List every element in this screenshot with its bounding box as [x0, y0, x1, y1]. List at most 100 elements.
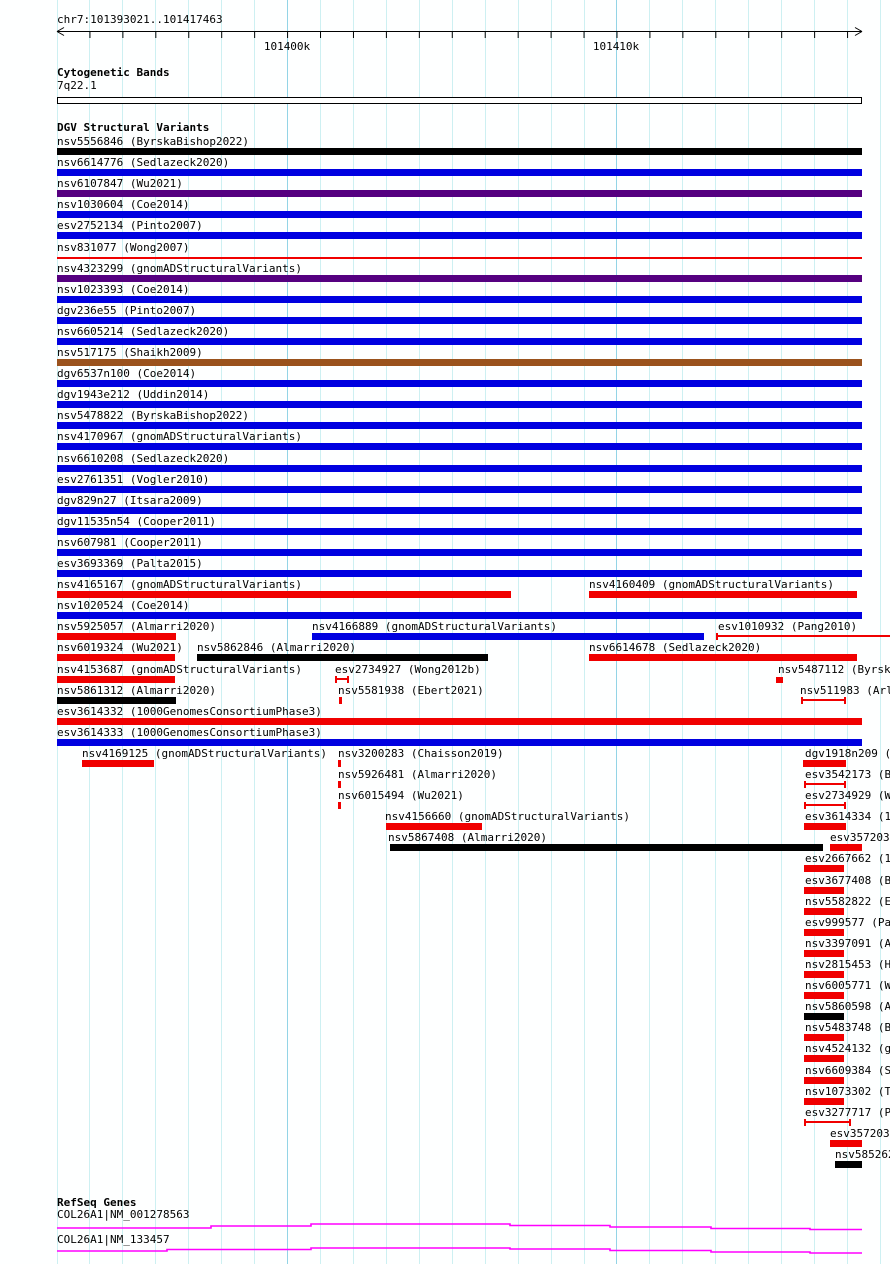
variant-label[interactable]: dgv11535n54 (Cooper2011) [57, 515, 216, 528]
variant-bar[interactable] [312, 633, 704, 640]
variant-label[interactable]: nsv6019324 (Wu2021) [57, 641, 183, 654]
variant-label[interactable]: esv2734929 (Wo [805, 789, 890, 802]
variant-label[interactable]: esv3277717 (Pa [805, 1106, 890, 1119]
variant-bar[interactable] [57, 697, 176, 704]
variant-bar[interactable] [803, 760, 846, 767]
variant-bar[interactable] [335, 676, 349, 683]
variant-bar[interactable] [57, 422, 862, 429]
variant-bar[interactable] [804, 971, 844, 978]
variant-bar[interactable] [57, 654, 175, 661]
variant-bar[interactable] [57, 401, 862, 408]
variant-bar[interactable] [804, 1119, 851, 1126]
variant-label[interactable]: nsv5852624 [835, 1148, 890, 1161]
variant-label[interactable]: nsv5867408 (Almarri2020) [388, 831, 547, 844]
variant-label[interactable]: nsv5487112 (ByrskaB [778, 663, 890, 676]
variant-bar[interactable] [804, 1098, 844, 1105]
variant-label[interactable]: esv1010932 (Pang2010) [718, 620, 858, 633]
variant-bar[interactable] [57, 338, 862, 345]
variant-bar[interactable] [339, 697, 342, 704]
variant-bar[interactable] [57, 549, 862, 556]
variant-bar[interactable] [804, 781, 846, 788]
variant-bar[interactable] [804, 929, 844, 936]
variant-bar[interactable] [57, 443, 862, 450]
variant-label[interactable]: dgv6537n100 (Coe2014) [57, 367, 197, 380]
variant-label[interactable]: nsv4524132 (gn [805, 1042, 890, 1055]
variant-label[interactable]: nsv3200283 (Chaisson2019) [338, 747, 504, 760]
variant-label[interactable]: esv3693369 (Palta2015) [57, 557, 203, 570]
variant-bar[interactable] [804, 908, 844, 915]
variant-bar[interactable] [57, 380, 862, 387]
variant-bar[interactable] [804, 992, 844, 999]
variant-label[interactable]: dgv1943e212 (Uddin2014) [57, 388, 210, 401]
variant-label[interactable]: nsv607981 (Cooper2011) [57, 536, 203, 549]
variant-label[interactable]: dgv236e55 (Pinto2007) [57, 304, 197, 317]
variant-label[interactable]: esv999577 (Par [805, 916, 890, 929]
variant-label[interactable]: dgv829n27 (Itsara2009) [57, 494, 203, 507]
variant-label[interactable]: nsv5925057 (Almarri2020) [57, 620, 216, 633]
variant-bar[interactable] [830, 844, 862, 851]
variant-label[interactable]: nsv4170967 (gnomADStructuralVariants) [57, 430, 303, 443]
variant-label[interactable]: nsv5556846 (ByrskaBishop2022) [57, 135, 250, 148]
variant-label[interactable]: nsv6605214 (Sedlazeck2020) [57, 325, 230, 338]
variant-label[interactable]: nsv6015494 (Wu2021) [338, 789, 464, 802]
variant-label[interactable]: nsv511983 (Arlt [800, 684, 890, 697]
variant-label[interactable]: nsv6107847 (Wu2021) [57, 177, 183, 190]
variant-label[interactable]: nsv4169125 (gnomADStructuralVariants) [82, 747, 328, 760]
variant-label[interactable]: esv2752134 (Pinto2007) [57, 219, 203, 232]
variant-bar[interactable] [57, 359, 862, 366]
variant-bar[interactable] [57, 528, 862, 535]
gene-line[interactable] [57, 1223, 862, 1231]
variant-bar[interactable] [804, 1055, 844, 1062]
variant-bar[interactable] [57, 486, 862, 493]
variant-label[interactable]: nsv6005771 (Wu [805, 979, 890, 992]
variant-bar[interactable] [82, 760, 154, 767]
variant-label[interactable]: nsv4165167 (gnomADStructuralVariants) [57, 578, 303, 591]
variant-label[interactable]: nsv3397091 (Au [805, 937, 890, 950]
variant-bar[interactable] [804, 1013, 844, 1020]
variant-bar[interactable] [57, 317, 862, 324]
variant-bar[interactable] [197, 654, 488, 661]
variant-label[interactable]: nsv5478822 (ByrskaBishop2022) [57, 409, 250, 422]
variant-label[interactable]: nsv5483748 (By [805, 1021, 890, 1034]
variant-label[interactable]: esv3572032 [830, 1127, 890, 1140]
variant-bar[interactable] [57, 633, 176, 640]
gene-label[interactable]: COL26A1|NM_001278563 [57, 1208, 190, 1221]
variant-label[interactable]: esv3614333 (1000GenomesConsortiumPhase3) [57, 726, 322, 739]
variant-bar[interactable] [804, 1077, 844, 1084]
variant-bar[interactable] [804, 950, 844, 957]
variant-label[interactable]: esv2761351 (Vogler2010) [57, 473, 210, 486]
variant-bar[interactable] [830, 1140, 862, 1147]
gene-label[interactable]: COL26A1|NM_133457 [57, 1233, 170, 1246]
variant-label[interactable]: nsv6614678 (Sedlazeck2020) [589, 641, 762, 654]
variant-label[interactable]: esv3677408 (Be [805, 874, 890, 887]
variant-bar[interactable] [804, 823, 846, 830]
variant-bar[interactable] [57, 211, 862, 218]
variant-bar[interactable] [57, 190, 862, 197]
variant-label[interactable]: nsv517175 (Shaikh2009) [57, 346, 203, 359]
variant-label[interactable]: nsv5926481 (Almarri2020) [338, 768, 497, 781]
variant-bar[interactable] [57, 296, 862, 303]
variant-bar[interactable] [386, 823, 482, 830]
variant-bar[interactable] [57, 676, 175, 683]
variant-label[interactable]: nsv2815453 (Hu [805, 958, 890, 971]
variant-label[interactable]: nsv5862846 (Almarri2020) [197, 641, 356, 654]
variant-bar[interactable] [57, 169, 862, 176]
variant-label[interactable]: esv3572030 [830, 831, 890, 844]
variant-bar[interactable] [57, 275, 862, 282]
variant-bar[interactable] [804, 887, 844, 894]
variant-label[interactable]: nsv5581938 (Ebert2021) [338, 684, 484, 697]
variant-bar[interactable] [804, 1034, 844, 1041]
variant-label[interactable]: nsv6610208 (Sedlazeck2020) [57, 452, 230, 465]
variant-bar[interactable] [57, 257, 862, 259]
variant-label[interactable]: esv3614334 (10 [805, 810, 890, 823]
variant-bar[interactable] [589, 591, 857, 598]
variant-bar[interactable] [716, 633, 890, 640]
variant-label[interactable]: nsv831077 (Wong2007) [57, 241, 190, 254]
variant-bar[interactable] [57, 148, 862, 155]
variant-bar[interactable] [338, 802, 341, 809]
variant-bar[interactable] [57, 591, 511, 598]
variant-label[interactable]: nsv1073302 (Th [805, 1085, 890, 1098]
variant-label[interactable]: nsv1030604 (Coe2014) [57, 198, 190, 211]
variant-label[interactable]: dgv1918n209 (Al [805, 747, 890, 760]
cytoband-bar[interactable] [57, 97, 862, 104]
